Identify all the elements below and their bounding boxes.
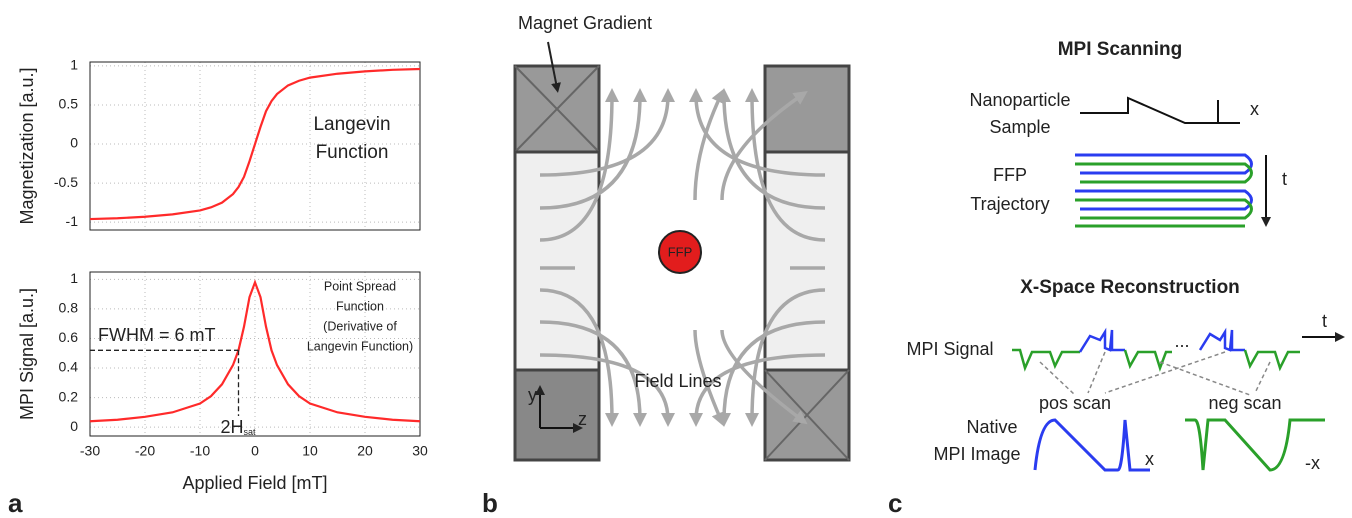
label: MPI Signal xyxy=(906,339,993,359)
y-tick-label: 0.5 xyxy=(59,96,79,112)
y-tick-label: 0 xyxy=(70,418,78,434)
annotation: Function xyxy=(336,299,384,313)
x-tick-label: 10 xyxy=(302,443,318,459)
x-tick-label: 0 xyxy=(251,443,259,459)
annotation: FWHM = 6 mT xyxy=(98,325,216,345)
annotation: (Derivative of xyxy=(323,319,397,333)
section-title: X-Space Reconstruction xyxy=(1020,277,1240,298)
y-tick-label: -0.5 xyxy=(54,174,78,190)
axis-label: -x xyxy=(1305,453,1320,473)
y-tick-label: 1 xyxy=(70,270,78,286)
axis-label: t xyxy=(1282,169,1287,189)
x-tick-label: 30 xyxy=(412,443,428,459)
image-trace xyxy=(1035,420,1150,470)
x-tick-label: -30 xyxy=(80,443,100,459)
label: Trajectory xyxy=(970,194,1049,214)
hsat-label: 2H xyxy=(221,417,244,437)
magnet-label: Magnet Gradient xyxy=(518,13,652,33)
image-trace xyxy=(1185,420,1325,470)
annotation: Langevin Function) xyxy=(307,339,413,353)
field-lines-label: Field Lines xyxy=(634,371,721,391)
x-tick-label: 20 xyxy=(357,443,373,459)
connector xyxy=(1040,352,1270,395)
figure: a b c FFP Magnet Gradient Field Lines y … xyxy=(0,0,1352,518)
panel-label: b xyxy=(482,488,498,518)
y-tick-label: 0.6 xyxy=(59,329,79,345)
sample-profile xyxy=(1080,98,1240,123)
signal-trace xyxy=(1012,330,1300,368)
axis-label: y xyxy=(528,385,537,405)
section-title: MPI Scanning xyxy=(1058,39,1183,60)
label: Sample xyxy=(989,117,1050,137)
axis-label: t xyxy=(1322,311,1327,331)
y-tick-label: 0.4 xyxy=(59,359,79,375)
label: neg scan xyxy=(1208,393,1281,413)
y-tick-label: -1 xyxy=(66,213,79,229)
y-tick-label: 0 xyxy=(70,135,78,151)
trajectory xyxy=(1075,155,1252,226)
label: Native xyxy=(966,417,1017,437)
label: Nanoparticle xyxy=(969,90,1070,110)
y-tick-label: 1 xyxy=(70,57,78,73)
annotation: Point Spread xyxy=(324,279,396,293)
axis-label: x xyxy=(1145,449,1154,469)
panel-label: c xyxy=(888,488,902,518)
x-tick-label: -10 xyxy=(190,443,210,459)
y-tick-label: 0.2 xyxy=(59,388,79,404)
x-axis-label: Applied Field [mT] xyxy=(182,473,327,493)
ffp-label: FFP xyxy=(668,244,693,259)
label: MPI Image xyxy=(933,444,1020,464)
panel-label: a xyxy=(8,488,23,518)
annotation: Function xyxy=(316,142,389,163)
annotation: 2Hsat xyxy=(221,417,257,438)
axis-label: x xyxy=(1250,99,1259,119)
x-tick-label: -20 xyxy=(135,443,155,459)
ellipsis: ... xyxy=(1174,331,1189,351)
annotation: Langevin xyxy=(313,114,390,135)
label: FFP xyxy=(993,165,1027,185)
hsat-sub: sat xyxy=(244,427,257,437)
y-axis-label: MPI Signal [a.u.] xyxy=(17,288,37,420)
y-tick-label: 0.8 xyxy=(59,300,79,316)
axis-label: z xyxy=(578,409,587,429)
label: pos scan xyxy=(1039,393,1111,413)
y-axis-label: Magnetization [a.u.] xyxy=(17,67,37,224)
